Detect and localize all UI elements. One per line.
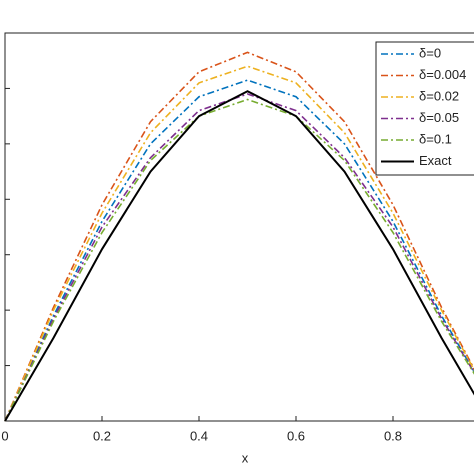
- x-tick-label: 0.4: [190, 428, 208, 443]
- series-line: [4, 98, 474, 422]
- legend-label: δ=0.004: [419, 67, 466, 82]
- legend-label: δ=0.02: [419, 88, 459, 103]
- legend-label: δ=0.05: [419, 110, 459, 125]
- legend-label: δ=0.1: [419, 131, 452, 146]
- x-axis-label: x: [242, 450, 249, 465]
- series-line: [4, 93, 474, 422]
- series-line: [4, 65, 474, 422]
- x-tick-label: 0.6: [287, 428, 305, 443]
- plot-frame: [4, 32, 474, 422]
- x-tick-label: 0.8: [384, 428, 402, 443]
- legend-box: [375, 41, 474, 176]
- series-line: [4, 51, 474, 422]
- x-tick-label: 0: [1, 428, 8, 443]
- legend-label: δ=0: [419, 45, 441, 60]
- series-line: [4, 90, 474, 422]
- x-tick-label: 0.2: [93, 428, 111, 443]
- series-line: [4, 79, 474, 422]
- legend: δ=0 δ=0.004 δ=0.02 δ=0.05 δ=0.1 Exact: [375, 41, 474, 176]
- legend-label: Exact: [419, 153, 452, 168]
